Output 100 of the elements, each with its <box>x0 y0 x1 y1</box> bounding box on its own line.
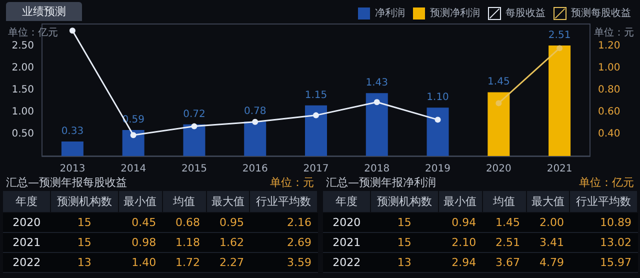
text: 单位：元 <box>270 174 314 190</box>
text: 15 <box>397 236 412 249</box>
bar <box>488 92 510 156</box>
x-tick-label: 2015 <box>181 164 207 174</box>
text: 0.68 <box>176 216 200 229</box>
text: 1.62 <box>219 236 244 249</box>
bar <box>548 46 571 156</box>
text: 2022 <box>12 256 41 269</box>
text: 0.95 <box>219 216 244 229</box>
text: 15 <box>77 216 92 229</box>
x-tick-label: 2019 <box>425 164 451 174</box>
category-label: 最小值 <box>118 190 162 212</box>
category-label: 年度 <box>322 190 371 212</box>
text: 0.94 <box>452 216 476 229</box>
data-label: 0.72 <box>183 108 206 120</box>
text: 2.94 <box>452 256 476 269</box>
text: 15 <box>77 236 92 249</box>
data-label: 2.51 <box>548 30 571 42</box>
text: 2.27 <box>219 256 244 269</box>
bar <box>183 124 206 156</box>
y-tick-label: 1.00 <box>12 106 34 118</box>
x-tick-label: 2014 <box>120 164 146 174</box>
text: 2.69 <box>287 236 312 249</box>
text: 3.41 <box>539 236 564 249</box>
text: 10.89 <box>600 216 632 229</box>
point <box>374 99 380 106</box>
bar <box>244 122 266 156</box>
text: 0.45 <box>132 216 156 229</box>
bar <box>366 93 388 156</box>
y-tick-label: 2.50 <box>12 40 34 52</box>
text: 13 <box>77 256 92 269</box>
point <box>313 112 319 118</box>
point <box>69 28 76 34</box>
bar <box>122 130 144 156</box>
category-label: 行业平均数 <box>570 190 638 212</box>
text: 1.72 <box>176 256 200 269</box>
point <box>191 123 198 130</box>
text: 1.45 <box>496 216 520 229</box>
y2-tick-label: 0.80 <box>598 84 620 96</box>
annotation: 单位：亿元 <box>8 26 58 38</box>
text: 13.02 <box>600 236 632 249</box>
bar <box>305 105 327 156</box>
data-label: 1.15 <box>304 90 328 101</box>
point <box>496 100 502 106</box>
y2-tick-label: 1.20 <box>598 40 620 52</box>
y-tick-label: 0.50 <box>12 128 34 140</box>
text: 2.51 <box>496 236 520 249</box>
y-tick-label: 1.50 <box>12 84 34 96</box>
text: 0.98 <box>132 236 156 249</box>
text: 2020 <box>12 216 41 229</box>
text: 单位：亿元 <box>579 174 634 190</box>
y2-tick-label: 0.40 <box>598 128 620 140</box>
x-tick-label: 2013 <box>60 164 86 174</box>
category-label: 均值 <box>482 190 526 212</box>
x-tick-label: 2021 <box>546 164 572 174</box>
text: 13 <box>397 256 412 269</box>
category-label: 预测机构数 <box>50 190 118 212</box>
legend-label: 预测净利润 <box>430 7 480 19</box>
category-label: 最大值 <box>206 190 250 212</box>
category-label: 最小值 <box>438 190 482 212</box>
chart-title: 业绩预测 <box>22 5 66 18</box>
text: 汇总—预测年报每股收益 <box>6 174 127 190</box>
category-label: 均值 <box>162 190 206 212</box>
data-label: 1.10 <box>426 92 449 104</box>
text: 15.97 <box>600 256 632 269</box>
y2-tick-label: 0.60 <box>598 106 620 118</box>
text: 2020 <box>332 216 361 229</box>
text: 3.67 <box>496 256 520 269</box>
text: 汇总—预测年报净利润 <box>326 174 436 190</box>
y-tick-label: 2.00 <box>12 62 34 74</box>
point <box>252 118 258 125</box>
data-label: 1.45 <box>488 76 510 88</box>
data-label: 0.33 <box>61 126 84 137</box>
legend-label: 净利润 <box>375 7 405 19</box>
text: 2021 <box>332 236 361 249</box>
category-label: 年度 <box>2 190 51 212</box>
point <box>434 116 441 123</box>
text: 2.10 <box>452 236 476 249</box>
text: 2022 <box>332 256 361 269</box>
text: 单位：元 <box>594 26 634 38</box>
text: 1.40 <box>132 256 156 269</box>
category-label: 行业平均数 <box>250 190 318 212</box>
category-label: 预测机构数 <box>370 190 438 212</box>
text: 1.18 <box>176 236 200 249</box>
point <box>130 132 136 138</box>
legend-label: 每股收益 <box>506 7 546 19</box>
text: 15 <box>397 216 412 229</box>
text: 2.16 <box>287 216 312 229</box>
data-label: 1.43 <box>366 78 388 89</box>
text: 3.59 <box>287 256 312 269</box>
x-tick-label: 2016 <box>242 164 268 174</box>
text: 4.79 <box>539 256 564 269</box>
data-label: 0.78 <box>244 106 266 118</box>
x-tick-label: 2020 <box>486 164 512 174</box>
text: 2.00 <box>539 216 564 229</box>
x-tick-label: 2017 <box>303 164 329 174</box>
legend-label: 预测每股收益 <box>571 7 631 19</box>
bar <box>426 108 449 156</box>
point <box>556 45 563 52</box>
category-label: 最大值 <box>526 190 570 212</box>
